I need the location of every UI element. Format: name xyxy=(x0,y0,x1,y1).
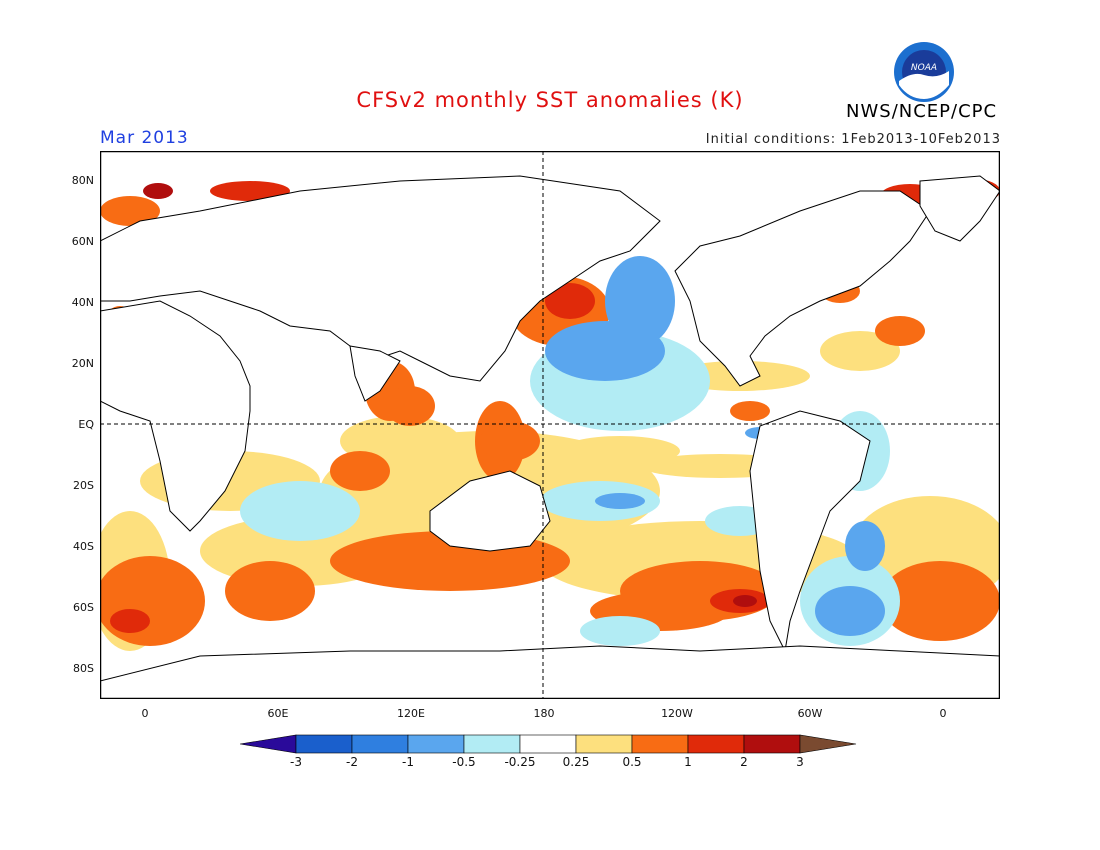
colorbar-label: -1 xyxy=(402,755,414,769)
greenland xyxy=(919,175,1000,242)
colorbar-label: -3 xyxy=(290,755,302,769)
colorbar xyxy=(240,734,857,754)
colorbar-label: -0.5 xyxy=(452,755,476,769)
continents xyxy=(100,175,1000,699)
lon-label: 120W xyxy=(661,707,693,720)
colorbar-swatch xyxy=(463,734,521,754)
colorbar-swatch xyxy=(799,734,857,754)
north-america xyxy=(674,190,931,387)
lat-label: 40N xyxy=(71,296,94,309)
colorbar-swatch xyxy=(519,734,577,754)
lon-label: 60E xyxy=(267,707,289,720)
africa xyxy=(100,300,251,532)
chart-title: CFSv2 monthly SST anomalies (K) xyxy=(356,88,744,112)
map-frame xyxy=(100,151,1000,699)
lat-label: 20N xyxy=(71,357,94,370)
lon-label: 120E xyxy=(397,707,425,720)
initial-conditions: Initial conditions: 1Feb2013-10Feb2013 xyxy=(705,132,1001,147)
sst-anomaly-map xyxy=(100,151,1000,699)
colorbar-label: 0.5 xyxy=(622,755,642,769)
lat-label: 60S xyxy=(73,601,94,614)
lat-label: 80S xyxy=(73,662,94,675)
colorbar-swatch xyxy=(240,734,297,754)
antarctica xyxy=(100,645,1000,699)
lat-label: 40S xyxy=(73,540,94,553)
eurasia xyxy=(100,175,661,382)
lon-label: 0 xyxy=(141,707,149,720)
colorbar-label: 1 xyxy=(684,755,692,769)
colorbar-swatch xyxy=(407,734,465,754)
lat-label: 80N xyxy=(71,174,94,187)
colorbar-label: -2 xyxy=(346,755,358,769)
lon-label: 0 xyxy=(939,707,947,720)
colorbar-swatch xyxy=(575,734,633,754)
india xyxy=(349,345,401,402)
colorbar-label: 2 xyxy=(740,755,748,769)
colorbar-swatch xyxy=(743,734,801,754)
noaa-logo: NOAA xyxy=(894,42,954,102)
forecast-month: Mar 2013 xyxy=(100,128,189,148)
colorbar-label: 0.25 xyxy=(562,755,590,769)
lat-label: 20S xyxy=(73,479,94,492)
lon-label: 60W xyxy=(797,707,823,720)
colorbar-label: 3 xyxy=(796,755,804,769)
colorbar-swatch xyxy=(295,734,353,754)
australia xyxy=(429,470,551,552)
lat-label: 60N xyxy=(71,235,94,248)
lat-label: EQ xyxy=(78,418,94,431)
south-america xyxy=(749,410,871,653)
svg-text:NOAA: NOAA xyxy=(911,63,937,73)
colorbar-swatch xyxy=(351,734,409,754)
lon-label: 180 xyxy=(533,707,555,720)
agency-label: NWS/NCEP/CPC xyxy=(846,101,998,122)
colorbar-swatch xyxy=(687,734,745,754)
colorbar-label: -0.25 xyxy=(504,755,536,769)
colorbar-swatch xyxy=(631,734,689,754)
